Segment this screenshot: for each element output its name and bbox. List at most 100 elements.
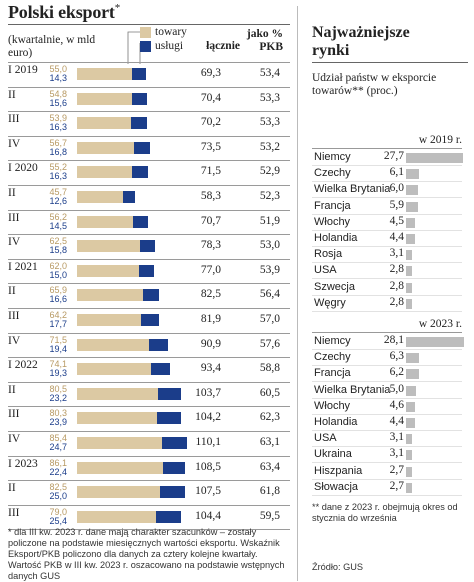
country-value: 28,1 bbox=[383, 334, 404, 346]
row-rule bbox=[8, 308, 290, 309]
row-rule bbox=[8, 160, 290, 162]
row-divider bbox=[312, 262, 462, 264]
total-value: 104,2 bbox=[195, 411, 221, 424]
country-value: 6,1 bbox=[389, 166, 404, 179]
gdp-value: 59,5 bbox=[259, 509, 280, 522]
total-value: 70,2 bbox=[200, 116, 221, 129]
country-label: Niemcy bbox=[314, 151, 351, 163]
country-value: 2,7 bbox=[389, 479, 404, 492]
row-divider bbox=[312, 494, 462, 496]
quarter-label: IV bbox=[8, 236, 21, 249]
services-value: 16,3 bbox=[49, 122, 67, 133]
gdp-value: 53,3 bbox=[259, 91, 280, 104]
unit-label: (kwartalnie, w mld euro) bbox=[8, 34, 96, 59]
services-value: 22,4 bbox=[49, 466, 67, 477]
gdp-value: 53,4 bbox=[259, 67, 280, 79]
market-bar bbox=[406, 369, 419, 380]
goods-value: 82,5 bbox=[49, 482, 67, 493]
bar-goods bbox=[77, 117, 131, 130]
row-divider bbox=[312, 197, 462, 199]
quarter-label: II bbox=[8, 482, 16, 495]
bar-services bbox=[141, 314, 159, 326]
country-value: 5,0 bbox=[389, 382, 404, 395]
bar-goods bbox=[77, 141, 134, 154]
total-value: 81,9 bbox=[200, 313, 221, 325]
footnote: * dla III kw. 2023 r. dane mają charakte… bbox=[8, 527, 285, 581]
quarter-label: I 2020 bbox=[8, 162, 38, 175]
row-rule bbox=[8, 185, 290, 186]
row-divider bbox=[312, 381, 462, 383]
quarter-label: III bbox=[8, 113, 20, 126]
market-year-title: w 2023 r. bbox=[418, 318, 462, 330]
market-bar bbox=[406, 234, 416, 244]
country-label: Włochy bbox=[314, 215, 351, 228]
row-rule bbox=[8, 406, 290, 408]
country-label: Rosja bbox=[314, 248, 343, 261]
row-rule bbox=[8, 504, 290, 506]
row-rule bbox=[8, 258, 290, 260]
goods-value: 56,7 bbox=[49, 137, 67, 148]
total-value: 73,5 bbox=[200, 140, 221, 153]
gdp-value: 53,9 bbox=[259, 263, 280, 276]
gdp-value: 51,9 bbox=[259, 214, 280, 227]
country-value: 4,6 bbox=[389, 398, 404, 411]
row-divider bbox=[312, 430, 462, 431]
quarter-label: IV bbox=[8, 137, 21, 150]
bar-goods bbox=[77, 264, 139, 277]
bar-services bbox=[142, 289, 160, 302]
row-rule bbox=[8, 381, 290, 383]
country-label: Czechy bbox=[314, 351, 351, 364]
legend-goods-label: towary bbox=[155, 26, 187, 38]
services-value: 25,4 bbox=[49, 515, 67, 526]
legend-services-label: usługi bbox=[155, 40, 184, 52]
country-value: 4,5 bbox=[389, 214, 404, 227]
total-value: 78,3 bbox=[200, 239, 221, 252]
country-label: Szwecja bbox=[314, 280, 355, 293]
goods-value: 65,9 bbox=[49, 285, 67, 296]
legend-goods-swatch bbox=[140, 27, 151, 38]
year-rule bbox=[312, 332, 462, 333]
row-divider bbox=[312, 349, 462, 350]
market-bar bbox=[406, 434, 413, 445]
market-bar bbox=[406, 217, 416, 228]
quarter-label: I 2021 bbox=[8, 260, 38, 273]
country-label: Holandia bbox=[314, 232, 358, 244]
country-label: Węgry bbox=[314, 296, 346, 309]
year-rule bbox=[312, 148, 462, 149]
quarter-label: III bbox=[8, 211, 20, 224]
country-value: 5,9 bbox=[389, 198, 404, 211]
quarter-label: II bbox=[8, 88, 16, 101]
market-bar bbox=[406, 266, 412, 277]
goods-value: 79,0 bbox=[49, 506, 67, 517]
services-value: 23,2 bbox=[49, 392, 67, 403]
gdp-value: 53,2 bbox=[259, 140, 280, 153]
goods-value: 56,2 bbox=[49, 211, 67, 222]
bar-goods bbox=[77, 68, 132, 80]
country-value: 2,7 bbox=[389, 463, 404, 476]
row-rule bbox=[8, 431, 290, 432]
market-bar bbox=[406, 482, 412, 493]
gdp-value: 52,9 bbox=[259, 165, 280, 178]
services-value: 16,6 bbox=[49, 294, 67, 305]
row-divider bbox=[312, 278, 462, 280]
market-bar bbox=[406, 250, 413, 261]
total-value: 107,5 bbox=[195, 485, 221, 498]
services-value: 14,5 bbox=[49, 220, 67, 231]
panel-separator bbox=[297, 6, 298, 581]
total-value: 71,5 bbox=[200, 165, 221, 178]
total-value: 108,5 bbox=[195, 460, 221, 473]
bar-goods bbox=[77, 314, 142, 326]
bar-services bbox=[162, 437, 188, 449]
goods-value: 62,0 bbox=[49, 260, 67, 271]
gdp-value: 63,1 bbox=[259, 436, 280, 448]
row-divider bbox=[312, 310, 462, 312]
country-value: 2,8 bbox=[389, 295, 404, 308]
quarter-label: IV bbox=[8, 433, 21, 445]
services-value: 24,7 bbox=[49, 442, 67, 452]
services-value: 12,6 bbox=[49, 196, 67, 206]
bar-goods bbox=[77, 510, 156, 523]
goods-value: 55,0 bbox=[49, 64, 67, 74]
legend-connectors bbox=[127, 31, 141, 64]
row-divider bbox=[312, 181, 462, 183]
markets-subtitle: Udział państw w eksporcie towarów** (pro… bbox=[312, 72, 437, 97]
